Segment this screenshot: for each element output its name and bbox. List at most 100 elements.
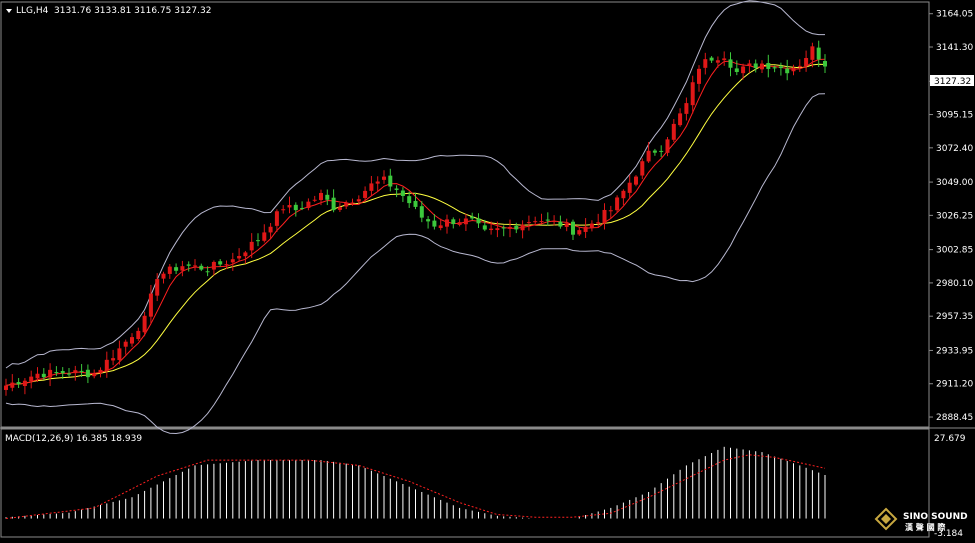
macd-label: MACD(12,26,9) 16.385 18.939 [5, 434, 142, 444]
candle-body [344, 202, 349, 207]
candle-body [79, 370, 84, 372]
candle-body [167, 266, 172, 274]
candle-body [73, 370, 78, 374]
candle-body [760, 63, 764, 70]
candle-body [451, 219, 456, 225]
candle-body [659, 150, 664, 152]
candle-body [148, 293, 153, 317]
candle-body [791, 67, 796, 72]
candle-body [312, 199, 317, 201]
candle-body [772, 67, 777, 69]
candle-body [199, 265, 204, 270]
candle-body [508, 226, 512, 229]
candle-body [130, 337, 134, 344]
candle-body [432, 220, 437, 227]
candle-body [797, 65, 802, 67]
candle-body [350, 202, 355, 204]
candle-body [268, 226, 273, 233]
candle-body [180, 266, 185, 271]
watermark-brand: SINO SOUND [903, 512, 968, 522]
price-tick-label: 3049.00 [936, 178, 973, 188]
price-tick-label: 2888.45 [936, 413, 973, 423]
candle-body [457, 222, 462, 225]
candle-body [785, 68, 790, 74]
candle-body [470, 216, 475, 219]
candle-body [671, 123, 676, 140]
candle-body [583, 226, 588, 232]
candle-body [256, 240, 260, 242]
candle-body [665, 139, 670, 153]
candle-body [85, 369, 90, 378]
candles [4, 40, 827, 396]
candle-body [249, 241, 254, 251]
candle-body [552, 220, 557, 222]
candle-body [678, 113, 683, 126]
candle-body [545, 219, 550, 221]
candle-body [4, 385, 8, 390]
price-axis: 3164.053141.303117.903095.153072.403049.… [929, 10, 973, 423]
sinosound-logo: SINO SOUND 漢 聲 國 際 [874, 507, 968, 532]
ohlc-readout: 3131.76 3133.81 3116.75 3127.32 [54, 6, 211, 16]
candle-body [823, 61, 827, 67]
candle-body [646, 150, 651, 162]
candle-body [652, 150, 657, 153]
candle-body [445, 219, 449, 227]
candle-body [117, 348, 122, 360]
candle-body [400, 190, 405, 197]
candle-body [728, 59, 733, 68]
candle-body [92, 373, 97, 377]
candle-body [48, 369, 53, 378]
candle-body [136, 330, 141, 340]
candle-body [274, 211, 279, 226]
candle-body [463, 218, 468, 225]
current-price-box [930, 75, 974, 86]
candle-body [281, 209, 286, 211]
candle-body [218, 261, 223, 265]
candle-body [262, 232, 267, 241]
candle-body [766, 63, 771, 69]
bollinger-bands [5, 0, 826, 435]
bollinger-lower-line [5, 93, 826, 435]
candle-body [722, 58, 727, 61]
candle-body [627, 182, 632, 193]
candle-body [533, 221, 538, 223]
candle-body [319, 192, 323, 201]
candle-body [155, 279, 160, 296]
candle-body [571, 221, 575, 235]
candle-body [41, 373, 46, 378]
candle-body [375, 181, 380, 184]
candle-body [237, 256, 242, 259]
candle-body [426, 219, 431, 222]
candle-body [501, 227, 506, 229]
price-tick-label: 3095.15 [936, 111, 973, 121]
candle-body [747, 63, 752, 66]
candle-body [35, 373, 40, 379]
candle-body [602, 209, 607, 224]
candle-body [608, 210, 613, 212]
price-tick-label: 3164.05 [936, 10, 973, 20]
candle-body [98, 369, 103, 374]
price-tick-label: 3141.30 [936, 43, 973, 53]
candle-body [161, 273, 166, 279]
candle-body [123, 341, 128, 347]
bollinger-upper-line [5, 0, 825, 369]
price-tick-label: 2933.95 [936, 346, 973, 356]
candle-body [589, 223, 594, 229]
candle-body [10, 382, 15, 388]
candle-body [287, 205, 292, 208]
collapse-arrow-icon[interactable] [6, 9, 12, 13]
candle-body [293, 204, 298, 211]
candle-body [363, 190, 368, 198]
candle-body [407, 196, 412, 204]
candle-body [489, 228, 494, 231]
candle-body [715, 60, 720, 63]
candle-body [356, 199, 361, 202]
candle-body [577, 230, 582, 235]
candle-body [16, 382, 21, 385]
price-tick-label: 3072.40 [936, 144, 973, 154]
moving-averages [5, 58, 826, 387]
current-price-label: 3127.32 [934, 77, 971, 87]
candle-body [753, 63, 758, 69]
macd-axis-bottom: -3.184 [934, 529, 963, 539]
candle-body [224, 264, 229, 266]
